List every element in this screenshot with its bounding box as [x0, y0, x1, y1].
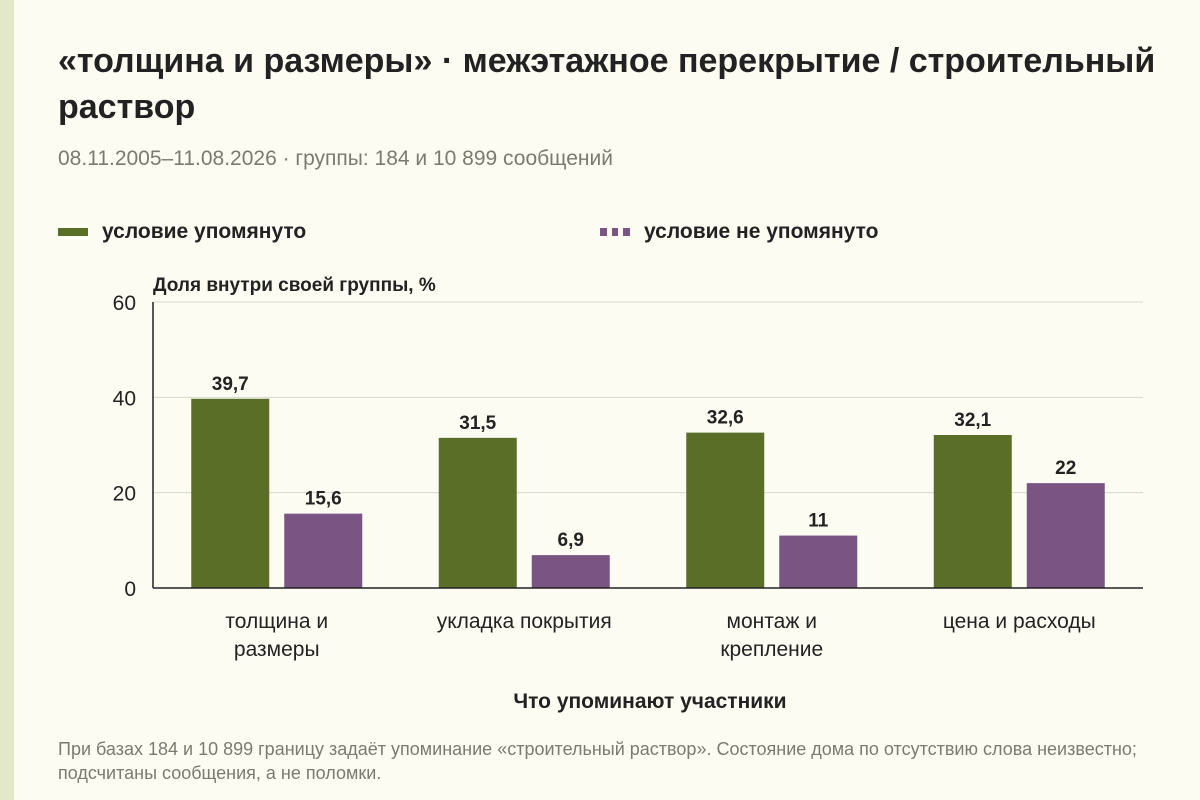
data-label: 15,6: [305, 489, 342, 510]
x-tick-label: укладка покрытия: [437, 610, 612, 633]
x-tick-label: крепление: [720, 638, 823, 661]
y-tick-label: 40: [113, 387, 136, 410]
chart-title: «толщина и размеры» · межэтажное перекры…: [58, 42, 1156, 126]
data-label: 39,7: [212, 374, 249, 395]
chart-subtitle: 08.11.2005–11.08.2026 · группы: 184 и 10…: [58, 147, 613, 170]
x-tick-label: монтаж и: [727, 610, 817, 633]
legend-item-not-mentioned: условие не упомянуто: [600, 220, 878, 244]
bar-chart: Доля внутри своей группы, % 0 20 40 60 39,7…: [113, 275, 1143, 713]
footnote: При базах 184 и 10 899 границу задаёт уп…: [58, 739, 1137, 783]
bar: [191, 398, 270, 588]
y-tick-labels: 0 20 40 60: [113, 292, 136, 601]
bar: [284, 513, 363, 588]
bars: [191, 398, 1105, 588]
data-label: 31,5: [459, 413, 496, 434]
left-accent-strip: [0, 0, 14, 800]
legend-label-mentioned: условие упомянуто: [102, 220, 307, 243]
legend-item-mentioned: условие упомянуто: [58, 220, 306, 244]
bar: [1026, 483, 1105, 588]
y-tick-label: 20: [113, 483, 136, 506]
x-tick-labels: толщина и размеры укладка покрытия монтаж и…: [225, 610, 1095, 661]
y-axis-label: Доля внутри своей группы, %: [153, 275, 436, 296]
data-label: 22: [1055, 458, 1076, 479]
bar: [933, 434, 1012, 588]
bar: [438, 437, 517, 588]
bar: [779, 535, 858, 588]
x-tick-label: цена и расходы: [943, 610, 1096, 633]
x-tick-label: толщина и: [225, 610, 328, 633]
legend-swatch-mentioned: [58, 228, 88, 236]
data-label: 11: [808, 511, 829, 532]
bar: [531, 555, 610, 588]
data-label: 32,6: [707, 408, 744, 429]
legend-swatch-not-mentioned: [600, 228, 631, 236]
bar: [686, 432, 765, 588]
data-label: 6,9: [558, 530, 584, 551]
x-axis-label: Что упоминают участники: [513, 690, 786, 713]
x-tick-label: размеры: [234, 638, 320, 661]
data-label: 32,1: [954, 410, 991, 431]
y-tick-label: 0: [124, 578, 136, 601]
y-tick-label: 60: [113, 292, 136, 315]
legend-label-not-mentioned: условие не упомянуто: [644, 220, 879, 243]
data-labels: 39,7 15,6 31,5 6,9 32,6 11 32,1 22: [212, 374, 1077, 551]
